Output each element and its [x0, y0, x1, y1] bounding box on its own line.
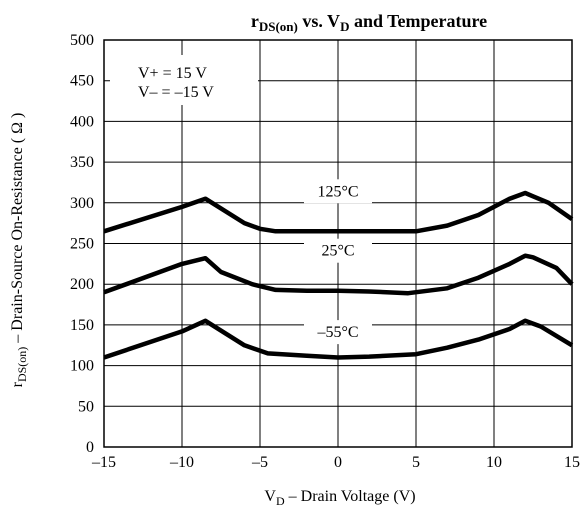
y-tick-label: 500 — [70, 32, 94, 49]
x-tick-label: 5 — [412, 454, 420, 471]
x-tick-label: –5 — [251, 454, 268, 471]
x-tick-label: 0 — [334, 454, 342, 471]
conditions-box: V+ = 15 V V– = –15 V — [110, 55, 258, 105]
title-rest: and Temperature — [349, 11, 487, 31]
condition-vminus: V– = –15 V — [138, 84, 214, 101]
y-axis-label: rDS(on) – Drain-Source On-Resistance ( Ω… — [9, 113, 29, 388]
series-labels: 125°C 25°C –55°C — [304, 179, 372, 345]
title-middle: vs. V — [298, 11, 340, 31]
y-label-main: r — [9, 381, 26, 387]
series-label-bg — [304, 320, 372, 345]
y-tick-label: 450 — [70, 73, 94, 90]
y-tick-label: 300 — [70, 195, 94, 212]
title-subscript-1: DS(on) — [259, 19, 298, 34]
x-axis-label: VD – Drain Voltage (V) — [264, 488, 415, 508]
series-line — [103, 190, 574, 234]
x-tick-label: 15 — [564, 454, 580, 471]
tick-labels: –15 –10 –5 0 5 10 1505010015020025030035040045… — [70, 32, 580, 471]
x-tick-label: 10 — [486, 454, 502, 471]
y-label-rest: – Drain-Source On-Resistance ( Ω ) — [9, 113, 26, 347]
y-tick-label: 0 — [86, 439, 94, 456]
title-symbol: r — [251, 11, 259, 31]
y-tick-label: 350 — [70, 154, 94, 171]
x-tick-label: –10 — [169, 454, 194, 471]
series-label-bg — [304, 238, 372, 263]
series-layer — [103, 190, 574, 360]
title-subscript-2: D — [340, 19, 349, 34]
x-label-main: V — [264, 488, 276, 505]
y-tick-label: 250 — [70, 236, 94, 253]
x-label-rest: – Drain Voltage (V) — [285, 488, 416, 505]
series-label-bg — [304, 179, 372, 204]
chart-title: rDS(on) vs. VD and Temperature — [251, 11, 487, 34]
series-label: 125°C — [317, 183, 358, 200]
y-tick-label: 400 — [70, 113, 94, 130]
series-label: –55°C — [316, 324, 358, 341]
plot-border — [103, 39, 573, 448]
plot-frame — [103, 39, 573, 448]
x-tick-label: –15 — [91, 454, 116, 471]
condition-vplus: V+ = 15 V — [138, 65, 207, 82]
y-tick-label: 200 — [70, 276, 94, 293]
series-label: 25°C — [321, 243, 354, 260]
series-line — [103, 318, 574, 360]
x-label-subscript: D — [276, 494, 285, 508]
y-label-subscript: DS(on) — [15, 347, 29, 382]
y-tick-label: 150 — [70, 317, 94, 334]
y-tick-label: 100 — [70, 358, 94, 375]
series-line — [103, 253, 574, 296]
y-tick-label: 50 — [78, 398, 94, 415]
